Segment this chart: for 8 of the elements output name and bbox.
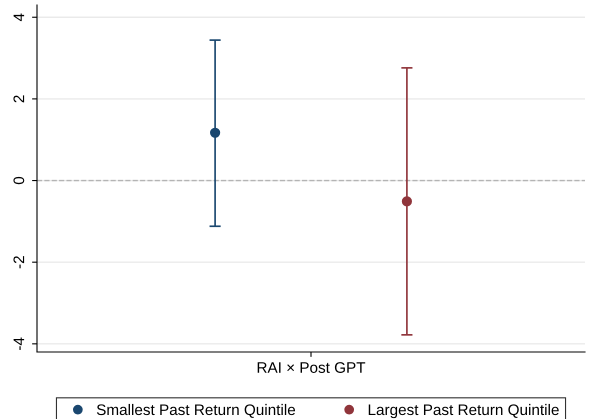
x-tick-label: RAI × Post GPT [258, 362, 366, 373]
y-tick-label: 4 [14, 13, 24, 22]
legend-label: Largest Past Return Quintile [368, 404, 559, 418]
y-tick-label: -2 [13, 256, 24, 268]
y-tick-label: 2 [13, 95, 24, 102]
y-tick-label: -4 [14, 337, 24, 350]
legend-label: Smallest Past Return Quintile [96, 404, 296, 418]
y-tick-label: 0 [13, 176, 24, 184]
